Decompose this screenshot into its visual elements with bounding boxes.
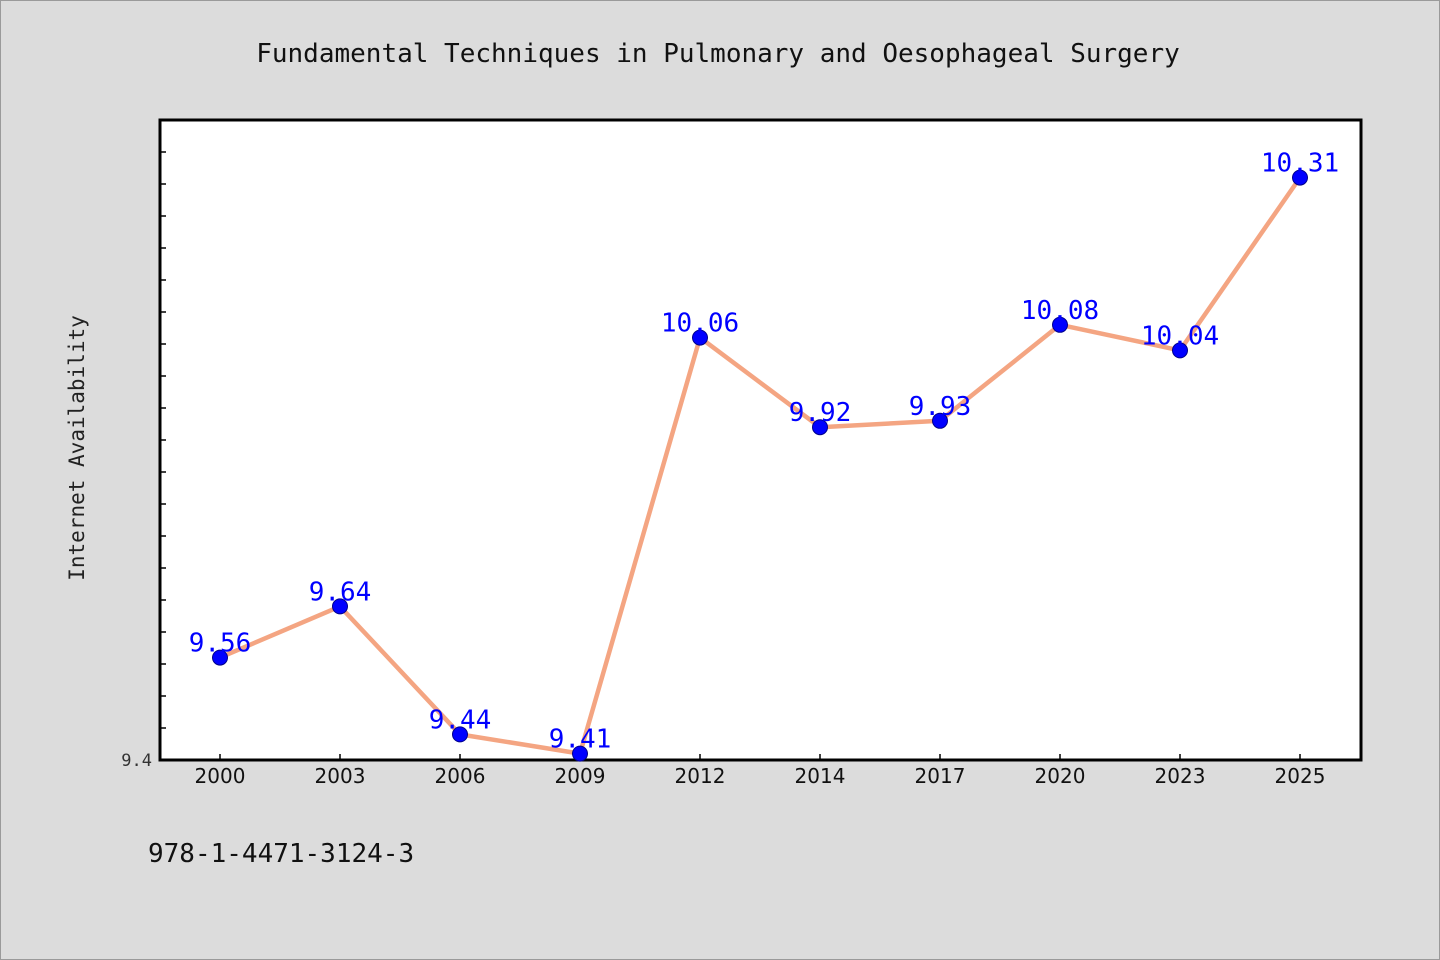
data-label: 9.93 [909, 392, 972, 422]
data-point [692, 329, 708, 346]
data-markers [212, 169, 1308, 762]
x-tick-label: 2009 [555, 764, 606, 788]
data-point [572, 745, 588, 762]
data-point [812, 419, 828, 436]
plot-area [158, 118, 1363, 762]
x-tick-label: 2012 [675, 764, 726, 788]
x-tick-labels: 2000 2003 2006 2009 2012 2014 2017 2020 2023 2025 [195, 764, 1326, 788]
data-label: 10.06 [661, 309, 739, 339]
data-point [332, 598, 348, 615]
isbn-footer: 978-1-4471-3124-3 [148, 839, 414, 869]
x-tick-label: 2017 [915, 764, 966, 788]
chart-title: Fundamental Techniques in Pulmonary and … [256, 39, 1180, 69]
x-tick-label: 2023 [1155, 764, 1206, 788]
x-tick-label: 2003 [315, 764, 366, 788]
x-tick-label: 2020 [1035, 764, 1086, 788]
data-point [452, 726, 468, 743]
x-tick-label: 2000 [195, 764, 246, 788]
data-labels: 9.56 9.64 9.44 9.41 10.06 9.92 9.93 10.08 10.04 1… [189, 149, 1339, 755]
data-label: 9.92 [789, 398, 852, 428]
y-axis-label: Internet Availability [65, 315, 89, 581]
data-label: 10.08 [1021, 296, 1099, 326]
series-line [217, 175, 1303, 756]
x-tick-label: 2006 [435, 764, 486, 788]
data-point [932, 412, 948, 429]
data-point [212, 649, 228, 666]
data-label: 9.56 [189, 629, 252, 659]
y-minor-ticks [160, 151, 166, 729]
data-label: 9.64 [309, 577, 372, 607]
data-point [1292, 169, 1308, 186]
x-tick-label: 2014 [795, 764, 846, 788]
data-point [1172, 342, 1188, 359]
data-label: 9.41 [549, 725, 612, 755]
data-label: 10.31 [1261, 149, 1339, 179]
y-tick-label: 9.4 [121, 751, 152, 771]
data-label: 10.04 [1141, 321, 1219, 351]
data-point [1052, 316, 1068, 333]
data-label: 9.44 [429, 705, 492, 735]
x-tick-label: 2025 [1275, 764, 1326, 788]
y-tick-labels: 9.4 [121, 751, 152, 771]
